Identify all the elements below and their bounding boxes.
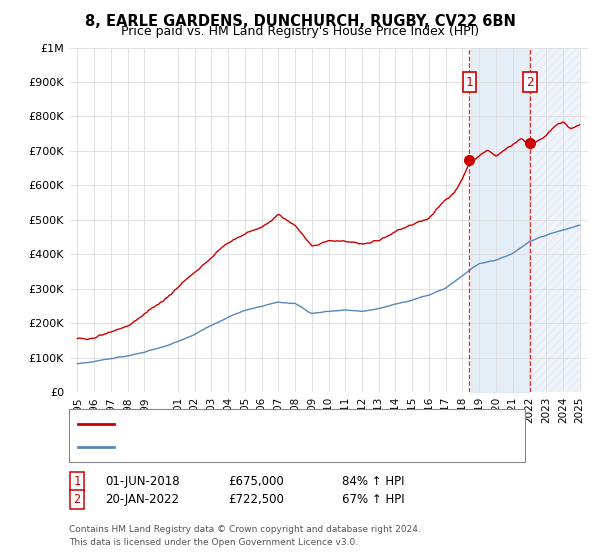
Text: Price paid vs. HM Land Registry's House Price Index (HPI): Price paid vs. HM Land Registry's House … [121,25,479,38]
Text: 8, EARLE GARDENS, DUNCHURCH, RUGBY, CV22 6BN: 8, EARLE GARDENS, DUNCHURCH, RUGBY, CV22… [85,14,515,29]
Text: HPI: Average price, detached house, Rugby: HPI: Average price, detached house, Rugb… [120,442,346,452]
Text: 84% ↑ HPI: 84% ↑ HPI [342,475,404,488]
Text: 20-JAN-2022: 20-JAN-2022 [105,493,179,506]
Text: 01-JUN-2018: 01-JUN-2018 [105,475,179,488]
Text: Contains HM Land Registry data © Crown copyright and database right 2024.
This d: Contains HM Land Registry data © Crown c… [69,525,421,547]
Text: 2: 2 [526,76,534,88]
Text: 1: 1 [466,76,473,88]
Text: 2: 2 [73,493,80,506]
Text: 1: 1 [73,475,80,488]
Text: 8, EARLE GARDENS, DUNCHURCH, RUGBY, CV22 6BN (detached house): 8, EARLE GARDENS, DUNCHURCH, RUGBY, CV22… [120,419,491,429]
Text: £722,500: £722,500 [228,493,284,506]
Text: 67% ↑ HPI: 67% ↑ HPI [342,493,404,506]
Text: £675,000: £675,000 [228,475,284,488]
